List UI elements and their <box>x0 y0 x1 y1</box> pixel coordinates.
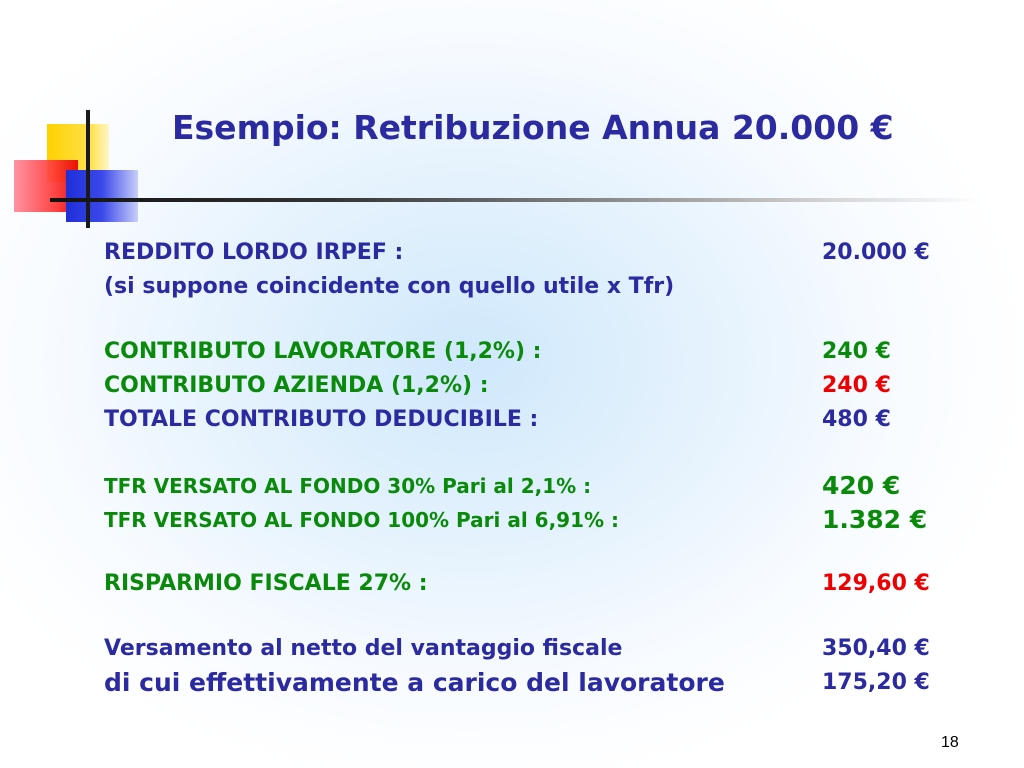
reddito-label: REDDITO LORDO IRPEF : <box>104 240 404 265</box>
tfr100-value: 1.382 € <box>822 505 928 534</box>
row-contributo-lavoratore: CONTRIBUTO LAVORATORE (1,2%) : 240 € <box>104 339 974 373</box>
contrib-az-label: CONTRIBUTO AZIENDA (1,2%) : <box>104 373 489 398</box>
totale-label: TOTALE CONTRIBUTO DEDUCIBILE : <box>104 407 539 432</box>
blue-square <box>66 170 138 222</box>
row-carico: di cui effettivamente a carico del lavor… <box>104 668 974 704</box>
row-contributo-azienda: CONTRIBUTO AZIENDA (1,2%) : 240 € <box>104 373 974 407</box>
vertical-rule <box>86 110 90 228</box>
versamento-value: 350,40 € <box>822 636 930 661</box>
page-number: 18 <box>941 734 959 751</box>
totale-value: 480 € <box>822 407 891 432</box>
tfr30-value: 420 € <box>822 471 901 500</box>
versamento-label: Versamento al netto del vantaggio fiscal… <box>104 636 623 661</box>
reddito-value: 20.000 € <box>822 240 930 265</box>
row-tfr-30: TFR VERSATO AL FONDO 30% Pari al 2,1% : … <box>104 471 974 508</box>
title-underline <box>50 198 980 202</box>
row-risparmio: RISPARMIO FISCALE 27% : 129,60 € <box>104 571 974 605</box>
contrib-lav-label: CONTRIBUTO LAVORATORE (1,2%) : <box>104 339 542 364</box>
carico-label: di cui effettivamente a carico del lavor… <box>104 668 725 697</box>
carico-value: 175,20 € <box>822 670 930 695</box>
tfr30-label: TFR VERSATO AL FONDO 30% Pari al 2,1% : <box>104 474 592 498</box>
decorative-logo <box>0 0 160 240</box>
risparmio-value: 129,60 € <box>822 571 930 596</box>
slide-title: Esempio: Retribuzione Annua 20.000 € <box>172 108 894 147</box>
row-tfr-100: TFR VERSATO AL FONDO 100% Pari al 6,91% … <box>104 505 974 542</box>
contrib-az-value: 240 € <box>822 373 891 398</box>
tfr100-label: TFR VERSATO AL FONDO 100% Pari al 6,91% … <box>104 508 620 532</box>
risparmio-label: RISPARMIO FISCALE 27% : <box>104 571 428 596</box>
row-note: (si suppone coincidente con quello utile… <box>104 274 974 308</box>
contrib-lav-value: 240 € <box>822 339 891 364</box>
row-totale: TOTALE CONTRIBUTO DEDUCIBILE : 480 € <box>104 407 974 441</box>
row-reddito: REDDITO LORDO IRPEF : 20.000 € <box>104 240 974 274</box>
row-versamento: Versamento al netto del vantaggio fiscal… <box>104 636 974 670</box>
note-label: (si suppone coincidente con quello utile… <box>104 274 675 299</box>
